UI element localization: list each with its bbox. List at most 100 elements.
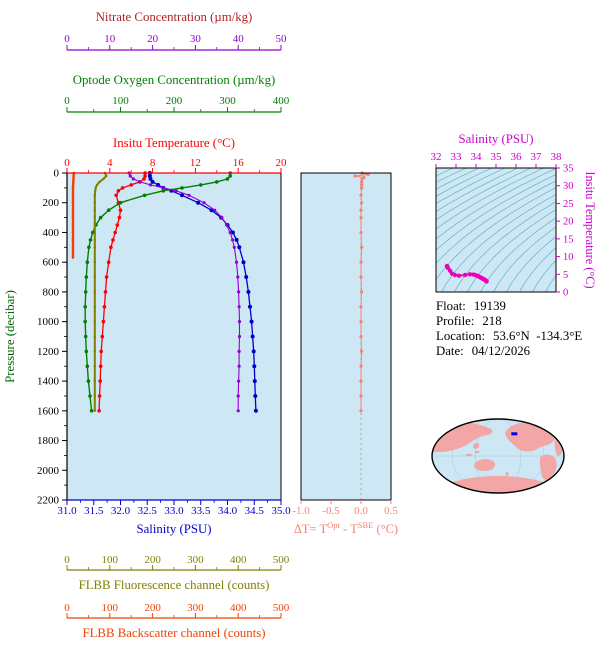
series-marker-salinity <box>180 193 184 198</box>
tick-label: 0 <box>563 288 568 299</box>
series-marker-oxygen <box>85 260 90 265</box>
series-marker-temperature <box>102 305 107 309</box>
delta-t-marker <box>359 208 363 212</box>
series-temperature <box>97 171 147 413</box>
delta-t-marker <box>360 201 364 205</box>
series-marker-temperature <box>114 193 118 198</box>
series-marker-fluorescence <box>93 209 97 212</box>
tick-label: 31.0 <box>57 505 77 517</box>
tick-label: 5 <box>563 270 568 281</box>
series-marker-nitrate <box>174 189 178 193</box>
delta-t-chart: -1.0 -0.5 0.0 0.5 ΔT= TOpt - TSBE (°C) <box>292 171 398 536</box>
delta-t-marker <box>359 193 363 197</box>
series-marker-nitrate <box>138 180 142 184</box>
tick-label: 34 <box>471 151 483 163</box>
delta-t-marker <box>359 260 363 264</box>
tick-label: 15 <box>563 234 574 245</box>
isopycnal-line <box>436 168 556 240</box>
float-label: Float: <box>436 299 466 313</box>
tick-label: 37 <box>531 151 543 163</box>
series-marker-nitrate <box>237 305 241 309</box>
tick-label: 0 <box>64 602 70 614</box>
series-marker-oxygen <box>84 349 89 354</box>
isopycnal-line <box>506 236 556 292</box>
series-marker-nitrate <box>220 216 224 220</box>
ts-curve-marker <box>467 272 473 277</box>
series-marker-oxygen <box>83 305 87 309</box>
tick-label: 300 <box>187 602 204 614</box>
axis-title-pressure: Pressure (decibar) <box>3 290 17 383</box>
series-marker-backscatter <box>71 209 75 212</box>
tick-label: 32.5 <box>138 505 158 517</box>
series-marker-salinity <box>241 260 246 265</box>
series-marker-nitrate <box>237 334 242 339</box>
tick-label: 600 <box>43 257 60 269</box>
tick-label: 0 <box>64 33 70 45</box>
tick-label: 500 <box>273 602 290 614</box>
ts-curve-marker <box>456 273 462 278</box>
axis-oxygen: 0 100 200 300 400 Optode Oxygen Concentration… <box>64 73 290 113</box>
axis-title-backscatter: FLBB Backscatter channel (counts) <box>82 626 265 640</box>
series-marker-salinity <box>253 394 258 398</box>
series-marker-fluorescence <box>94 186 97 190</box>
series-marker-nitrate <box>237 320 242 324</box>
series-marker-fluorescence <box>93 261 97 264</box>
series-marker-salinity <box>248 304 252 309</box>
profile-label: Profile: <box>436 314 475 328</box>
delta-t-marker <box>359 394 363 398</box>
tick-label: 38 <box>551 151 563 163</box>
series-marker-temperature <box>103 290 108 294</box>
series-marker-oxygen <box>90 230 95 235</box>
tick-label: 400 <box>230 554 247 566</box>
series-marker-nitrate <box>187 193 191 197</box>
series-marker-fluorescence <box>93 223 97 227</box>
date-value: 04/12/2026 <box>471 344 531 358</box>
isopycnal-line <box>436 174 556 251</box>
series-marker-fluorescence <box>93 201 97 204</box>
tick-label: 0.0 <box>354 505 368 517</box>
isopycnal-line <box>436 168 518 212</box>
date-row: Date: 04/12/2026 <box>436 344 582 359</box>
tick-label: 0 <box>64 95 70 107</box>
series-marker-oxygen <box>199 183 203 187</box>
tick-label: 1600 <box>37 405 60 417</box>
tick-label: 30 <box>563 181 574 192</box>
axis-title-oxygen: Optode Oxygen Concentration (µm/kg) <box>73 73 275 87</box>
series-marker-fluorescence <box>93 394 97 398</box>
series-marker-temperature <box>142 177 146 181</box>
series-marker-backscatter <box>71 223 75 227</box>
tick-label: 25 <box>563 199 574 210</box>
series-marker-temperature <box>98 364 103 369</box>
delta-t-marker <box>359 334 363 339</box>
tick-label: 400 <box>230 602 247 614</box>
tick-label: 33.0 <box>164 505 184 517</box>
delta-t-background <box>301 173 391 500</box>
delta-t-marker <box>360 177 364 181</box>
ts-curve-marker <box>452 272 458 278</box>
tick-label: 200 <box>43 197 60 209</box>
delta-t-marker <box>359 275 363 279</box>
location-label: Location: <box>436 329 486 343</box>
series-marker-salinity <box>253 408 258 413</box>
series-marker-oxygen <box>98 215 103 220</box>
axis-temperature: 0 4 8 12 16 20 Insitu Temperature (°C) <box>64 136 287 174</box>
landmass <box>505 422 555 452</box>
tick-label: 300 <box>219 95 236 107</box>
tick-label: 300 <box>187 554 204 566</box>
series-marker-nitrate <box>234 260 239 264</box>
tick-label: 35 <box>491 151 503 163</box>
tick-label: 20 <box>147 33 159 45</box>
isopycnal-line <box>436 187 556 281</box>
series-marker-nitrate <box>231 238 235 242</box>
series-marker-nitrate <box>232 245 236 249</box>
series-marker-salinity <box>252 379 257 384</box>
delta-t-marker <box>359 379 363 383</box>
tick-label: 200 <box>166 95 183 107</box>
series-line-backscatter <box>71 172 75 258</box>
series-marker-fluorescence <box>93 231 97 234</box>
tick-label: 1800 <box>37 435 60 447</box>
tick-label: 2000 <box>37 465 60 477</box>
tick-label: 30 <box>190 33 202 45</box>
axis-salinity: 31.0 31.5 32.0 32.5 33.0 33.5 34.0 34.5 35.0 Sali… <box>57 499 291 536</box>
